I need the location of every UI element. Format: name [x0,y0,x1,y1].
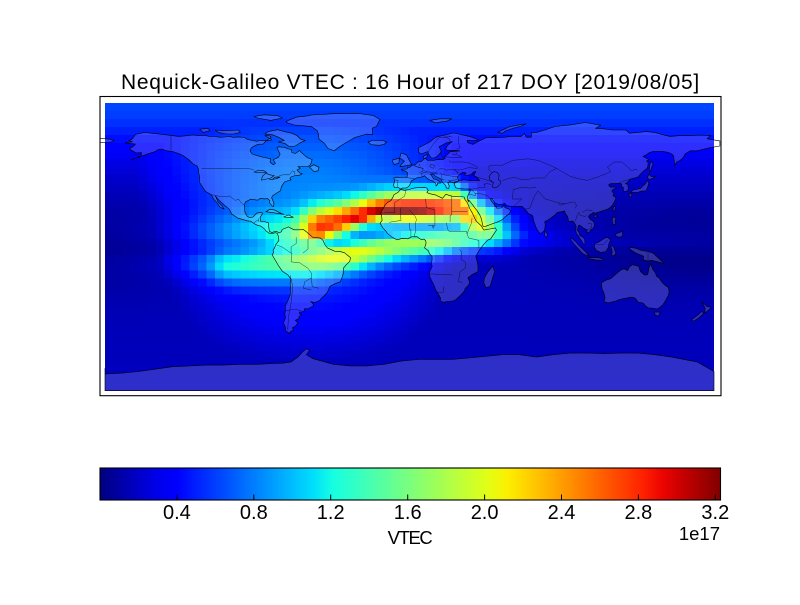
svg-text:VTEC: VTEC [388,527,433,548]
svg-text:2.0: 2.0 [471,502,499,524]
svg-text:2.8: 2.8 [624,502,652,524]
svg-text:1e17: 1e17 [679,523,720,544]
svg-text:0.8: 0.8 [240,502,268,524]
svg-text:3.2: 3.2 [701,502,729,524]
svg-text:2.4: 2.4 [548,502,576,524]
svg-text:Nequick-Galileo VTEC : 16 Hour: Nequick-Galileo VTEC : 16 Hour of 217 DO… [121,71,700,94]
svg-text:1.6: 1.6 [394,502,422,524]
svg-text:1.2: 1.2 [317,502,345,524]
svg-text:0.4: 0.4 [163,502,191,524]
